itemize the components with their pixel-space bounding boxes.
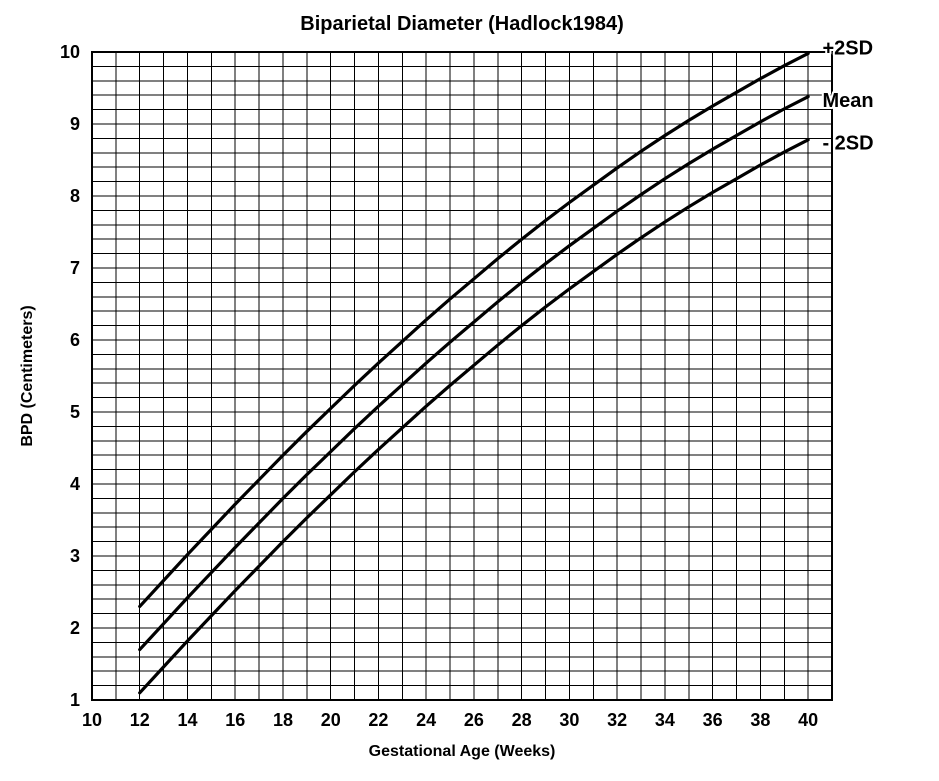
y-tick-label: 1 <box>70 690 80 710</box>
y-tick-label: 3 <box>70 546 80 566</box>
x-tick-label: 34 <box>655 710 675 730</box>
series-label-2sd: - 2SD <box>822 132 873 154</box>
y-tick-label: 8 <box>70 186 80 206</box>
x-tick-label: 38 <box>750 710 770 730</box>
x-tick-label: 32 <box>607 710 627 730</box>
y-axis-label: BPD (Centimeters) <box>19 305 36 446</box>
x-tick-label: 10 <box>82 710 102 730</box>
x-axis-label: Gestational Age (Weeks) <box>369 743 556 760</box>
x-tick-label: 20 <box>321 710 341 730</box>
series-label-mean: Mean <box>822 90 873 112</box>
x-tick-label: 22 <box>368 710 388 730</box>
series-label-2sd: +2SD <box>822 37 873 59</box>
y-tick-label: 10 <box>60 42 80 62</box>
y-tick-label: 2 <box>70 618 80 638</box>
y-tick-label: 4 <box>70 474 80 494</box>
x-tick-label: 40 <box>798 710 818 730</box>
y-tick-label: 9 <box>70 114 80 134</box>
x-tick-label: 18 <box>273 710 293 730</box>
x-tick-label: 16 <box>225 710 245 730</box>
y-tick-label: 7 <box>70 258 80 278</box>
bpd-growth-chart: 1012141618202224262830323436384012345678… <box>0 0 939 781</box>
x-tick-label: 12 <box>130 710 150 730</box>
x-tick-label: 28 <box>512 710 532 730</box>
x-tick-label: 26 <box>464 710 484 730</box>
y-tick-label: 5 <box>70 402 80 422</box>
x-tick-label: 24 <box>416 710 436 730</box>
x-tick-label: 30 <box>559 710 579 730</box>
y-tick-label: 6 <box>70 330 80 350</box>
x-tick-label: 14 <box>177 710 197 730</box>
chart-title: Biparietal Diameter (Hadlock1984) <box>300 13 623 35</box>
x-tick-label: 36 <box>703 710 723 730</box>
